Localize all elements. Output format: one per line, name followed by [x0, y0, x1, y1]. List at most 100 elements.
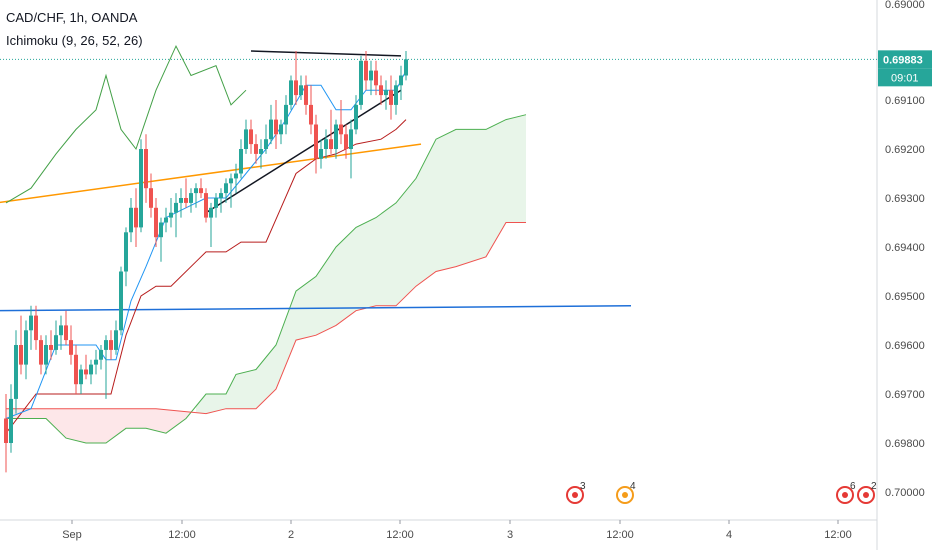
candle-body[interactable] — [224, 183, 228, 194]
candle-body[interactable] — [49, 345, 53, 350]
candle-body[interactable] — [369, 70, 373, 81]
candle-body[interactable] — [64, 325, 68, 341]
candle-body[interactable] — [104, 340, 108, 350]
candle-body[interactable] — [24, 330, 28, 365]
candle-body[interactable] — [89, 364, 93, 375]
candle-body[interactable] — [264, 139, 268, 149]
candle-body[interactable] — [209, 207, 213, 218]
candle-body[interactable] — [399, 75, 403, 86]
candle-body[interactable] — [404, 59, 408, 76]
candle-body[interactable] — [274, 119, 278, 135]
time-tick-label: Sep — [62, 529, 82, 541]
candle-body[interactable] — [34, 315, 38, 341]
candle-body[interactable] — [179, 198, 183, 203]
candle-body[interactable] — [199, 188, 203, 194]
blue-horizontal-line[interactable] — [0, 305, 632, 312]
candle-body[interactable] — [74, 354, 78, 385]
candle-body[interactable] — [154, 207, 158, 238]
kumo-cloud-bearish — [6, 408, 191, 443]
black-support-line[interactable] — [205, 89, 402, 214]
candle-body[interactable] — [304, 85, 308, 105]
candle-body[interactable] — [269, 119, 273, 140]
candle-body[interactable] — [319, 149, 323, 159]
candle-body[interactable] — [384, 90, 388, 96]
candle-body[interactable] — [129, 207, 133, 233]
candle-body[interactable] — [44, 345, 48, 365]
candle-body[interactable] — [169, 212, 173, 218]
candle-body[interactable] — [309, 104, 313, 125]
candle-body[interactable] — [219, 193, 223, 198]
candle-body[interactable] — [344, 134, 348, 149]
candle-body[interactable] — [364, 60, 368, 81]
candle-body[interactable] — [29, 315, 33, 331]
symbol-title[interactable]: CAD/CHF, 1h, OANDA — [6, 10, 138, 25]
candle-body[interactable] — [14, 345, 18, 399]
candle-body[interactable] — [159, 222, 163, 238]
black-resistance-line[interactable] — [250, 50, 402, 57]
candle-body[interactable] — [194, 188, 198, 194]
price-tick-label: 0.69300 — [885, 193, 925, 205]
candle-body[interactable] — [324, 139, 328, 149]
candle-body[interactable] — [299, 85, 303, 96]
candle-body[interactable] — [229, 178, 233, 184]
price-tick-label: 0.69500 — [885, 291, 925, 303]
candle-body[interactable] — [339, 124, 343, 135]
candle-body[interactable] — [119, 271, 123, 331]
event-badge-multi-a-count: 6 — [850, 481, 856, 492]
candle-body[interactable] — [189, 193, 193, 203]
candle-body[interactable] — [394, 85, 398, 105]
candle-body[interactable] — [289, 80, 293, 105]
candle-body[interactable] — [184, 198, 188, 203]
candle-body[interactable] — [329, 139, 333, 149]
candle-body[interactable] — [349, 129, 353, 149]
candle-body[interactable] — [99, 349, 103, 360]
candle-body[interactable] — [239, 149, 243, 174]
candle-body[interactable] — [9, 398, 13, 443]
candle-body[interactable] — [94, 359, 98, 365]
candle-body[interactable] — [254, 144, 258, 154]
candle-body[interactable] — [244, 129, 248, 149]
bar-countdown-value: 09:01 — [891, 72, 919, 84]
candle-body[interactable] — [314, 124, 318, 159]
candle-body[interactable] — [204, 193, 208, 218]
candle-body[interactable] — [214, 198, 218, 208]
candle-body[interactable] — [149, 188, 153, 208]
candle-body[interactable] — [359, 60, 363, 105]
candle-body[interactable] — [54, 335, 58, 350]
candle-body[interactable] — [39, 340, 43, 365]
event-badge-multi-b-count: 2 — [871, 481, 877, 492]
senkou-span-a-line — [6, 114, 527, 444]
indicator-legend[interactable]: Ichimoku (9, 26, 52, 26) — [6, 33, 143, 48]
candle-body[interactable] — [379, 85, 383, 96]
candle-body[interactable] — [84, 369, 88, 375]
candle-body[interactable] — [59, 325, 63, 336]
candle-body[interactable] — [334, 124, 338, 150]
time-tick-label: 4 — [726, 529, 732, 541]
candle-body[interactable] — [284, 104, 288, 125]
candle-body[interactable] — [174, 202, 178, 213]
candle-body[interactable] — [234, 173, 238, 179]
candle-body[interactable] — [134, 207, 138, 228]
candle-body[interactable] — [294, 80, 298, 96]
candle-body[interactable] — [389, 90, 393, 105]
candle-body[interactable] — [19, 345, 23, 365]
candle-body[interactable] — [279, 124, 283, 135]
candle-body[interactable] — [249, 129, 253, 145]
candle-body[interactable] — [69, 340, 73, 355]
candle-body[interactable] — [114, 330, 118, 350]
candle-body[interactable] — [124, 232, 128, 272]
candle-body[interactable] — [139, 149, 143, 228]
candle-body[interactable] — [144, 149, 148, 189]
price-tick-label: 0.69200 — [885, 144, 925, 156]
orange-trendline[interactable] — [0, 143, 422, 204]
candle-body[interactable] — [259, 149, 263, 154]
candle-body[interactable] — [354, 104, 358, 130]
candle-body[interactable] — [164, 217, 168, 223]
time-tick-label: 12:00 — [606, 529, 634, 541]
candle-body[interactable] — [374, 70, 378, 86]
price-tick-label: 0.70000 — [885, 487, 925, 499]
candle-body[interactable] — [4, 418, 8, 444]
candle-body[interactable] — [79, 369, 83, 385]
candle-body[interactable] — [109, 340, 113, 350]
